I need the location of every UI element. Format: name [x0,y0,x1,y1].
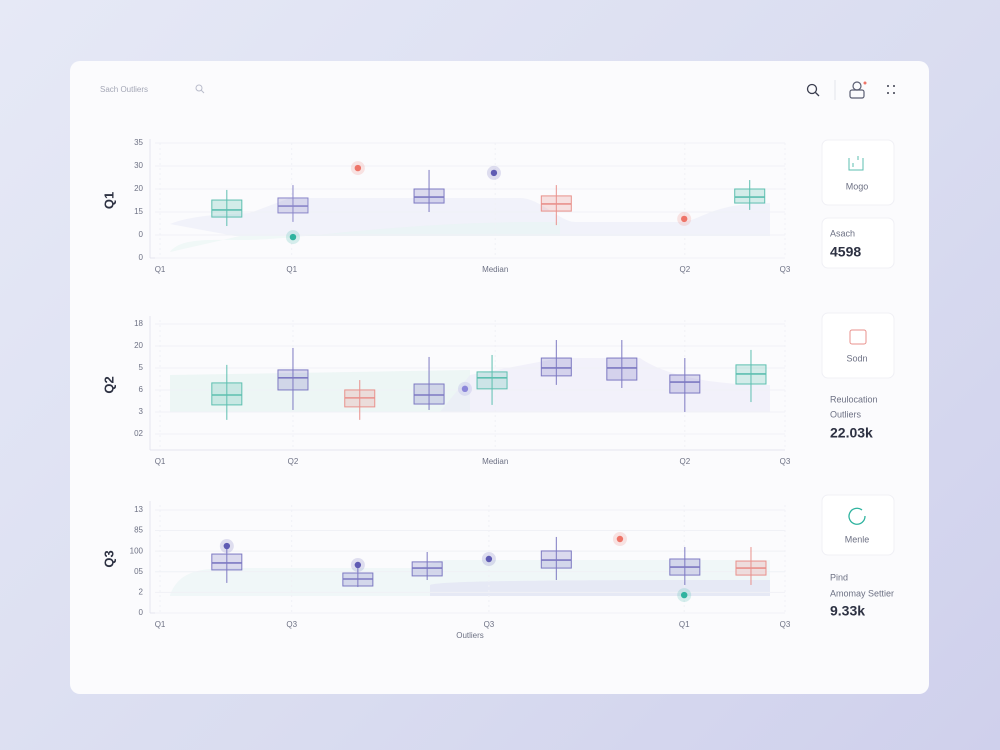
x-tick-label: Q2 [679,265,690,274]
card-value: 4598 [830,244,861,260]
box [211,199,243,218]
y-tick-label: 20 [134,341,143,350]
card-label: Reulocation [830,394,878,404]
search-box[interactable]: Sach Outliers [100,85,148,94]
y-tick-label: 0 [139,608,144,617]
y-tick-label: 30 [134,161,143,170]
card-label: Asach [830,228,855,238]
outlier [223,542,231,550]
y-tick-label: 18 [134,319,143,328]
x-tick-label: Q1 [679,620,690,629]
y-tick-label: 15 [134,207,143,216]
x-tick-label: Q3 [780,620,791,629]
x-tick-label: Q2 [288,457,299,466]
row-label: Q3 [101,550,116,567]
box [413,383,445,405]
row-label: Q1 [101,192,116,209]
outlier [354,561,362,569]
outlier [681,591,688,599]
x-tick-label: Q1 [286,265,297,274]
menu-icon[interactable] [887,85,895,94]
y-tick-label: 6 [139,385,144,394]
box [411,561,443,577]
box [540,357,572,377]
box [669,374,701,394]
x-tick-label: Q1 [155,620,166,629]
card-label: Amomay Settier [830,588,894,598]
row-label: Q2 [101,376,116,393]
card-icon [848,156,864,171]
y-tick-label: 5 [139,363,144,372]
y-tick-label: 100 [130,546,144,555]
y-tick-label: 0 [139,230,144,239]
box [476,371,508,390]
card-title: Sodn [846,353,867,363]
y-tick-label: 3 [139,407,144,416]
y-tick-label: 20 [134,184,143,193]
box [734,188,766,204]
x-tick-label: Q3 [286,620,297,629]
y-tick-label: 13 [134,505,143,514]
box [211,382,243,406]
card-value: 9.33k [830,603,865,619]
y-tick-label: 2 [139,587,144,596]
x-axis-title: Outliers [456,631,484,640]
y-tick-label: 85 [134,526,143,535]
side-card-frames [821,139,895,556]
outlier [616,535,624,543]
search-icon[interactable] [806,83,820,97]
card-label: Outliers [830,409,862,419]
x-tick-label: Median [482,457,508,466]
box [277,369,309,391]
box [606,357,638,381]
outlier [461,385,469,393]
card-value: 22.03k [830,425,873,441]
outlier [681,215,688,223]
card-icon [849,329,867,345]
card-label: Pind [830,572,848,582]
outlier [354,164,362,172]
x-tick-label: Q3 [484,620,495,629]
card-title: Mogo [846,181,869,191]
box [413,188,445,204]
outlier [485,555,493,563]
box [211,553,243,571]
x-tick-label: Q2 [679,457,690,466]
x-tick-label: Q3 [780,457,791,466]
x-tick-label: Q1 [155,457,166,466]
x-tick-label: Q3 [780,265,791,274]
x-tick-label: Median [482,265,508,274]
outlier [289,233,297,241]
user-icon[interactable] [849,81,867,99]
y-tick-label: 35 [134,138,143,147]
y-tick-label: 02 [134,429,143,438]
trend-bands [170,198,770,596]
outlier [490,169,498,177]
card-title: Menle [845,534,870,544]
y-tick-label: 05 [134,567,143,576]
search-glyph [195,84,205,94]
y-tick-label: 0 [139,253,144,262]
card-icon [848,507,866,525]
x-tick-label: Q1 [155,265,166,274]
